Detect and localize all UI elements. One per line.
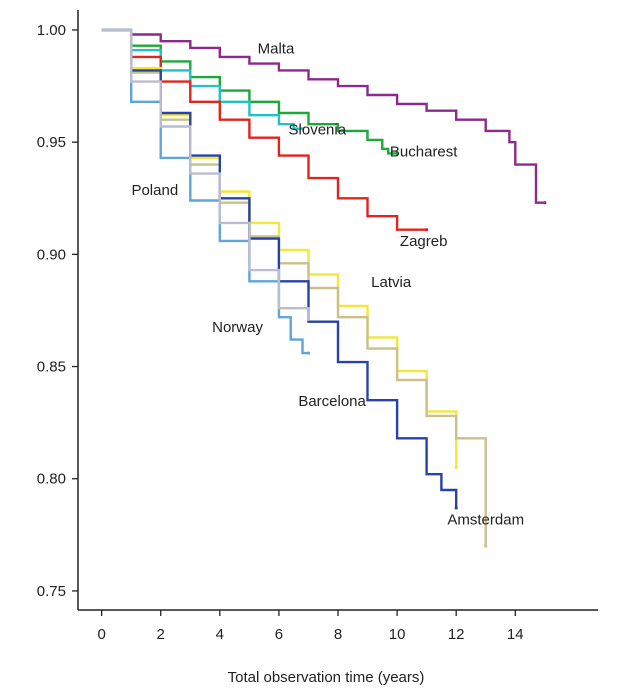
series-line-slovenia xyxy=(101,28,303,130)
x-tick-label: 6 xyxy=(275,626,283,643)
x-tick-label: 0 xyxy=(97,626,105,643)
x-tick-label: 2 xyxy=(157,626,165,643)
y-tick-label: 0.80 xyxy=(37,471,66,488)
y-tick-label: 0.75 xyxy=(37,583,66,600)
series-end-marker-barcelona xyxy=(454,506,458,510)
series-end-marker-amsterdam xyxy=(484,544,488,548)
series-label-slovenia: Slovenia xyxy=(289,121,347,138)
series-label-malta: Malta xyxy=(258,41,295,58)
series-line-norway xyxy=(101,28,309,355)
series-label-poland: Poland xyxy=(131,182,178,199)
series-line-malta xyxy=(101,28,545,204)
series-end-marker-bucharest xyxy=(395,151,399,155)
x-tick-label: 14 xyxy=(507,626,524,643)
y-tick-label: 0.85 xyxy=(37,359,66,376)
series-end-marker-zagreb xyxy=(425,228,429,232)
x-tick-label: 12 xyxy=(448,626,465,643)
series-end-marker-malta xyxy=(543,201,547,205)
axes: 1.00 0.95 0.90 0.85 0.80 0.75 0 2 4 6 8 10 12 14 xyxy=(37,10,598,643)
series-end-marker-norway xyxy=(306,351,311,355)
x-tick-label: 4 xyxy=(216,626,224,643)
series-line-zagreb xyxy=(101,28,427,231)
series-label-zagreb: Zagreb xyxy=(400,233,448,250)
x-tick-label: 8 xyxy=(334,626,342,643)
series-line-poland xyxy=(101,28,310,320)
series-line-amsterdam xyxy=(101,28,487,547)
y-tick-label: 1.00 xyxy=(37,22,66,39)
series-end-marker-slovenia xyxy=(300,127,305,131)
y-tick-label: 0.95 xyxy=(37,134,66,151)
x-tick-label: 10 xyxy=(389,626,406,643)
series-labels: Malta Bucharest Slovenia Zagreb Latvia Amster… xyxy=(131,41,524,529)
series-end-marker-poland xyxy=(306,317,311,322)
x-axis-title: Total observation time (years) xyxy=(228,669,425,686)
series-label-bucharest: Bucharest xyxy=(390,143,458,160)
series-line-barcelona xyxy=(101,28,458,508)
series-end-marker-latvia xyxy=(454,465,458,470)
series-label-barcelona: Barcelona xyxy=(298,393,366,410)
series-label-amsterdam: Amsterdam xyxy=(447,512,524,529)
series-label-norway: Norway xyxy=(212,319,263,336)
y-tick-label: 0.90 xyxy=(37,246,66,263)
series-label-latvia: Latvia xyxy=(371,274,412,291)
series-layer xyxy=(101,28,547,548)
